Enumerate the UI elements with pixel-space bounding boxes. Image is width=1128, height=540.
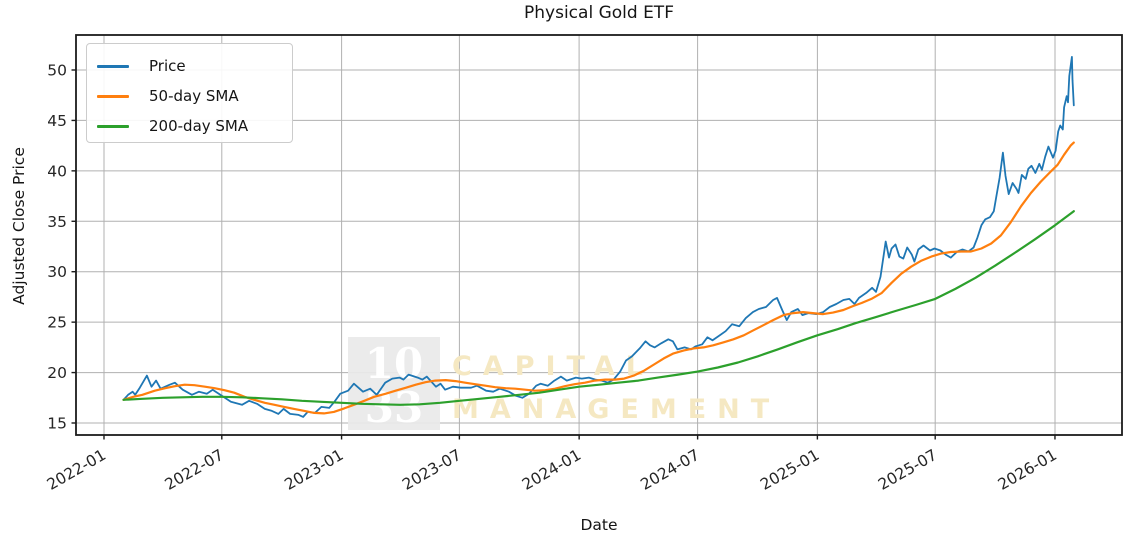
series-line-50-day-sma	[122, 141, 1075, 415]
x-axis-label: Date	[580, 516, 618, 534]
x-tick-label: 2024-01	[519, 446, 584, 494]
series-line-200-day-sma	[122, 210, 1075, 406]
watermark-word-top: CAPITAL	[452, 351, 654, 382]
x-tick-label: 2022-01	[44, 446, 109, 494]
x-tick-label: 2025-01	[757, 446, 822, 494]
y-tick-label: 45	[47, 112, 67, 130]
watermark-word-bottom: MANAGEMENT	[452, 394, 780, 425]
x-tick-label: 2024-07	[638, 446, 703, 494]
legend: Price 50-day SMA 200-day SMA	[86, 43, 293, 143]
y-tick-label: 40	[47, 162, 67, 180]
x-tick-label: 2022-07	[162, 446, 227, 494]
sma50-line-swatch	[97, 94, 129, 98]
x-tick-label: 2023-01	[281, 446, 346, 494]
x-tick-label: 2026-01	[995, 446, 1060, 494]
y-axis-label: Adjusted Close Price	[10, 147, 28, 305]
y-tick-label: 50	[47, 61, 67, 79]
legend-label: 200-day SMA	[149, 117, 249, 135]
legend-item-sma50: 50-day SMA	[97, 81, 292, 111]
y-tick-label: 30	[47, 263, 67, 281]
watermark-number-top: 10	[365, 339, 423, 388]
chart-title: Physical Gold ETF	[524, 3, 674, 23]
legend-label: 50-day SMA	[149, 87, 239, 105]
legend-item-sma200: 200-day SMA	[97, 111, 292, 141]
x-tick-label: 2023-07	[399, 446, 464, 494]
y-tick-label: 20	[47, 364, 67, 382]
y-axis-label-wrap: Adjusted Close Price	[0, 0, 38, 452]
y-tick-label: 15	[47, 414, 67, 432]
y-tick-label: 35	[47, 213, 67, 231]
x-tick-label: 2025-07	[875, 446, 940, 494]
legend-label: Price	[149, 57, 186, 75]
axes-spines	[75, 34, 1123, 436]
y-tick-label: 25	[47, 314, 67, 332]
legend-item-price: Price	[97, 51, 292, 81]
price-line-swatch	[97, 64, 129, 68]
sma200-line-swatch	[97, 124, 129, 128]
